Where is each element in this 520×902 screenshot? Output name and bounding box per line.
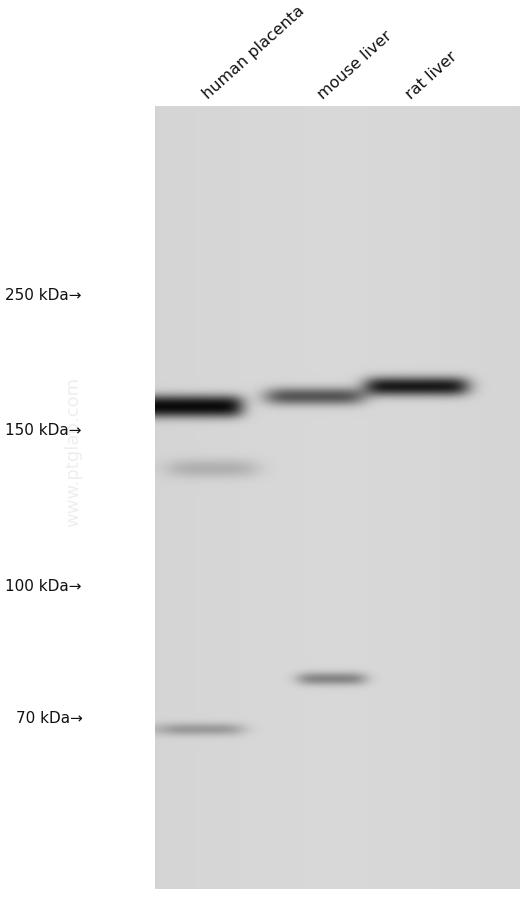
Text: mouse liver: mouse liver: [315, 28, 395, 102]
Text: www.ptglab.com: www.ptglab.com: [64, 376, 82, 526]
Text: 150 kDa→: 150 kDa→: [5, 422, 82, 437]
Text: human placenta: human placenta: [200, 4, 308, 102]
Text: 70 kDa→: 70 kDa→: [16, 711, 83, 725]
Text: 100 kDa→: 100 kDa→: [5, 578, 82, 594]
Text: 250 kDa→: 250 kDa→: [5, 288, 82, 302]
Text: rat liver: rat liver: [403, 49, 460, 102]
